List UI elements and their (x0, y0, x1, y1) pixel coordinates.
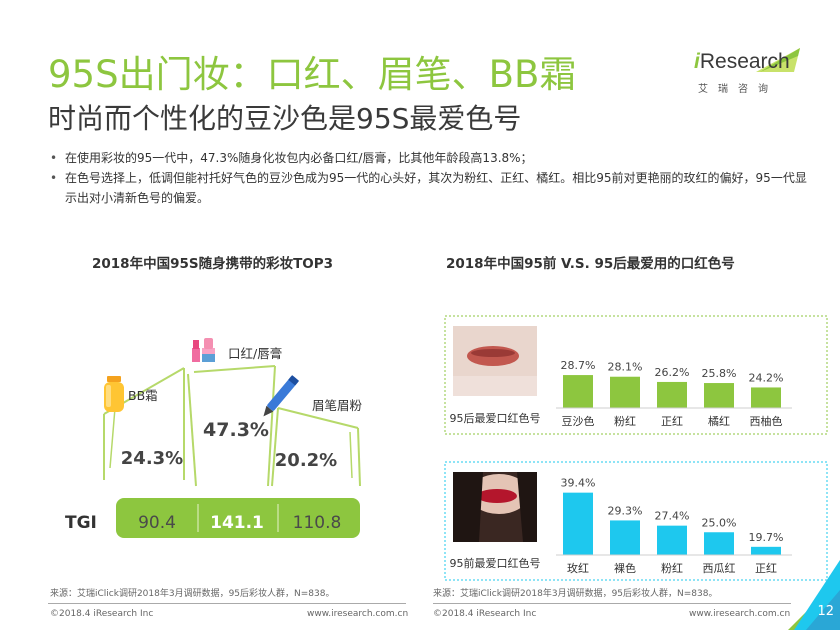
left-source-note: 来源：艾瑞iClick调研2018年3月调研数据，95后彩妆人群，N=838。 (50, 589, 335, 599)
tgi-bar (116, 498, 360, 538)
logo-wordmark: iResearch (694, 50, 790, 73)
bar-category-label: 裸色 (614, 561, 636, 575)
lipstick-icon (192, 338, 215, 362)
bar-value-label: 24.2% (749, 371, 784, 384)
corner-decoration (788, 560, 840, 630)
footer-copyright-left: ©2018.4 iResearch Inc (50, 609, 154, 619)
footer-url-right: www.iresearch.com.cn (689, 609, 791, 619)
category-label: BB霜 (128, 388, 158, 403)
page-subtitle: 时尚而个性化的豆沙色是95S最爱色号 (48, 102, 522, 135)
bar-category-label: 正红 (661, 415, 683, 428)
bar-value-label: 26.2% (655, 366, 690, 379)
footer-divider-left (48, 603, 406, 604)
tgi-value: 90.4 (138, 513, 176, 533)
value-label: 20.2% (275, 450, 337, 471)
bar-value-label: 25.8% (702, 367, 737, 380)
bar (704, 532, 734, 555)
bar-value-label: 29.3% (608, 504, 643, 517)
bar (751, 546, 781, 555)
bullet-item: 在色号选择上，低调但能衬托好气色的豆沙色成为95一代的心头好，其次为粉红、正红、… (48, 168, 808, 208)
lips-photo-95-before (453, 472, 537, 542)
panel-95-after-frame (444, 315, 828, 435)
bar-category-label: 西柚色 (750, 414, 783, 428)
bar-value-label: 28.7% (561, 359, 596, 372)
category-label: 口红/唇膏 (228, 346, 282, 361)
lipstick-shade-chart: 28.7% 豆沙色 28.1% 粉红 26.2% 正红 25.8% 橘红 24.2% 西柚色 95后… (444, 315, 828, 581)
footer-copyright-right: ©2018.4 iResearch Inc (433, 609, 537, 619)
footer-divider-right (433, 603, 791, 604)
bar-category-label: 豆沙色 (562, 414, 595, 428)
logo-subtitle: 艾瑞咨询 (698, 84, 778, 95)
right-chart-title: 2018年中国95前 V.S. 95后最爱用的口红色号 (446, 256, 735, 272)
bar-value-label: 27.4% (655, 510, 690, 523)
lips-photo-95-after (453, 326, 537, 396)
bar (751, 387, 781, 408)
tgi-value: 141.1 (210, 513, 264, 533)
right-source-note: 来源：艾瑞iClick调研2018年3月调研数据，95后彩妆人群，N=838。 (433, 589, 718, 599)
bar (657, 381, 687, 408)
bar (657, 525, 687, 555)
tgi-label: TGI (65, 513, 97, 533)
bar-category-label: 西瓜红 (703, 562, 736, 575)
bar-value-label: 39.4% (561, 477, 596, 490)
podium-lines (103, 365, 361, 487)
bar-category-label: 玫红 (567, 561, 589, 575)
bar-value-label: 19.7% (749, 531, 784, 544)
footer-url-left: www.iresearch.com.cn (307, 609, 409, 619)
bar-category-label: 粉红 (614, 415, 636, 428)
page-number: 12 (817, 604, 834, 619)
bar-category-label: 橘红 (708, 415, 730, 428)
makeup-top3-chart: TGI BB霜 24.3% 90.4 口红/唇膏 47.3% 141.1 眉笔眉粉 20.2%… (65, 338, 363, 538)
value-label: 47.3% (203, 419, 269, 441)
logo-swoosh-icon (756, 48, 800, 72)
panel-caption: 95后最爱口红色号 (450, 411, 541, 425)
bar (563, 492, 593, 555)
bar (610, 520, 640, 555)
bar-value-label: 25.0% (702, 516, 737, 529)
eyebrow-pencil-icon (263, 375, 300, 417)
bb-cream-tube-icon (104, 376, 124, 412)
bar (563, 375, 593, 408)
page-title: 95S出门妆：口红、眉笔、BB霜 (48, 53, 577, 96)
left-chart-title: 2018年中国95S随身携带的彩妆TOP3 (92, 256, 334, 272)
panel-95-before-frame (444, 461, 828, 581)
bar-value-label: 28.1% (608, 361, 643, 374)
iresearch-logo: iResearch 艾瑞咨询 (694, 46, 804, 100)
bar-category-label: 粉红 (661, 562, 683, 575)
bar-category-label: 正红 (755, 562, 777, 575)
summary-bullets: 在使用彩妆的95一代中，47.3%随身化妆包内必备口红/唇膏，比其他年龄段高13… (48, 148, 808, 208)
panel-caption: 95前最爱口红色号 (450, 556, 541, 570)
category-label: 眉笔眉粉 (312, 398, 363, 413)
bar (610, 376, 640, 408)
bullet-item: 在使用彩妆的95一代中，47.3%随身化妆包内必备口红/唇膏，比其他年龄段高13… (48, 148, 808, 168)
tgi-value: 110.8 (293, 513, 342, 533)
bar (704, 383, 734, 408)
value-label: 24.3% (121, 448, 183, 469)
